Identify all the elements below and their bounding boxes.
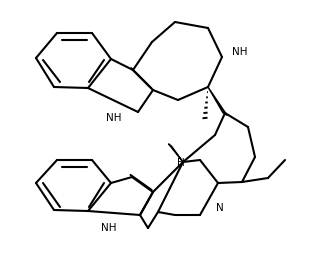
Text: H: H xyxy=(177,158,185,168)
Polygon shape xyxy=(208,87,227,115)
Text: NH: NH xyxy=(106,113,122,123)
Text: NH: NH xyxy=(101,223,117,233)
Polygon shape xyxy=(168,144,183,162)
Text: N: N xyxy=(216,203,224,213)
Text: NH: NH xyxy=(232,47,248,57)
